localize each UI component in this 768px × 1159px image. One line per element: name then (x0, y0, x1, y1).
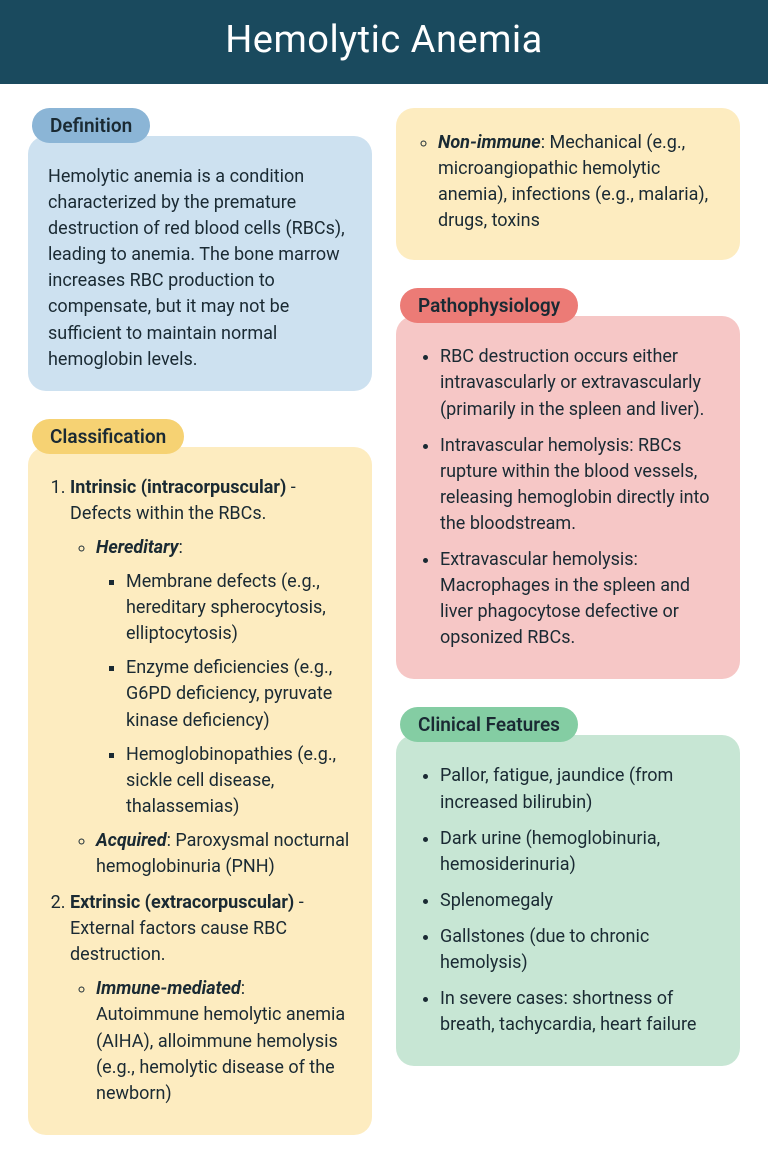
nonimmune-list: Non-immune: Mechanical (e.g., microangio… (416, 130, 720, 234)
left-column: Definition Hemolytic anemia is a conditi… (28, 108, 372, 1135)
hereditary-colon: : (178, 537, 182, 558)
hereditary-c: Hemoglobinopathies (e.g., sickle cell di… (126, 742, 352, 820)
clinical-e: In severe cases: shortness of breath, ta… (440, 986, 720, 1038)
clinical-list: Pallor, fatigue, jaundice (from increase… (416, 763, 720, 1038)
patho-b: Intravascular hemolysis: RBCs rupture wi… (440, 433, 720, 537)
extrinsic-sublist: Immune-mediated: Autoimmune hemolytic an… (70, 976, 352, 1106)
acquired-item: Acquired: Paroxysmal nocturnal hemoglobi… (96, 828, 352, 880)
acquired-label: Acquired (96, 830, 167, 851)
clinical-section: Clinical Features Pallor, fatigue, jaund… (396, 707, 740, 1066)
nonimmune-item: Non-immune: Mechanical (e.g., microangio… (438, 130, 720, 234)
immune-label: Immune-mediated (96, 978, 241, 999)
clinical-tag: Clinical Features (400, 707, 578, 742)
intrinsic-sublist: Hereditary: Membrane defects (e.g., here… (70, 535, 352, 880)
hereditary-b: Enzyme deficiencies (e.g., G6PD deficien… (126, 655, 352, 733)
classification-list: Intrinsic (intracorpuscular) - Defects w… (48, 475, 352, 1107)
right-column: Non-immune: Mechanical (e.g., microangio… (396, 108, 740, 1135)
patho-c: Extravascular hemolysis: Macrophages in … (440, 547, 720, 651)
page-header: Hemolytic Anemia (0, 0, 768, 84)
classification-section: Classification Intrinsic (intracorpuscul… (28, 419, 372, 1135)
pathophysiology-section: Pathophysiology RBC destruction occurs e… (396, 288, 740, 679)
extrinsic-label: Extrinsic (extracorpuscular) (70, 892, 294, 913)
pathophysiology-card: RBC destruction occurs either intravascu… (396, 316, 740, 679)
patho-a: RBC destruction occurs either intravascu… (440, 344, 720, 422)
clinical-a: Pallor, fatigue, jaundice (from increase… (440, 763, 720, 815)
definition-card: Hemolytic anemia is a condition characte… (28, 136, 372, 391)
classification-item-1: Intrinsic (intracorpuscular) - Defects w… (70, 475, 352, 880)
pathophysiology-tag: Pathophysiology (400, 288, 578, 323)
pathophysiology-list: RBC destruction occurs either intravascu… (416, 344, 720, 651)
classification-continuation-card: Non-immune: Mechanical (e.g., microangio… (396, 108, 740, 260)
clinical-card: Pallor, fatigue, jaundice (from increase… (396, 735, 740, 1066)
immune-item: Immune-mediated: Autoimmune hemolytic an… (96, 976, 352, 1106)
clinical-c: Splenomegaly (440, 888, 720, 914)
hereditary-item: Hereditary: Membrane defects (e.g., here… (96, 535, 352, 820)
content-columns: Definition Hemolytic anemia is a conditi… (0, 84, 768, 1159)
hereditary-sublist: Membrane defects (e.g., hereditary spher… (96, 569, 352, 820)
definition-section: Definition Hemolytic anemia is a conditi… (28, 108, 372, 391)
hereditary-label: Hereditary (96, 537, 178, 558)
definition-tag: Definition (32, 108, 150, 143)
intrinsic-label: Intrinsic (intracorpuscular) (70, 477, 286, 498)
page-title: Hemolytic Anemia (225, 18, 543, 62)
classification-card: Intrinsic (intracorpuscular) - Defects w… (28, 447, 372, 1135)
hereditary-a: Membrane defects (e.g., hereditary spher… (126, 569, 352, 647)
nonimmune-label: Non-immune (438, 132, 541, 153)
clinical-b: Dark urine (hemoglobinuria, hemosiderinu… (440, 826, 720, 878)
clinical-d: Gallstones (due to chronic hemolysis) (440, 924, 720, 976)
classification-tag: Classification (32, 419, 184, 454)
definition-body: Hemolytic anemia is a condition characte… (48, 164, 352, 373)
classification-item-2: Extrinsic (extracorpuscular) - External … (70, 890, 352, 1107)
